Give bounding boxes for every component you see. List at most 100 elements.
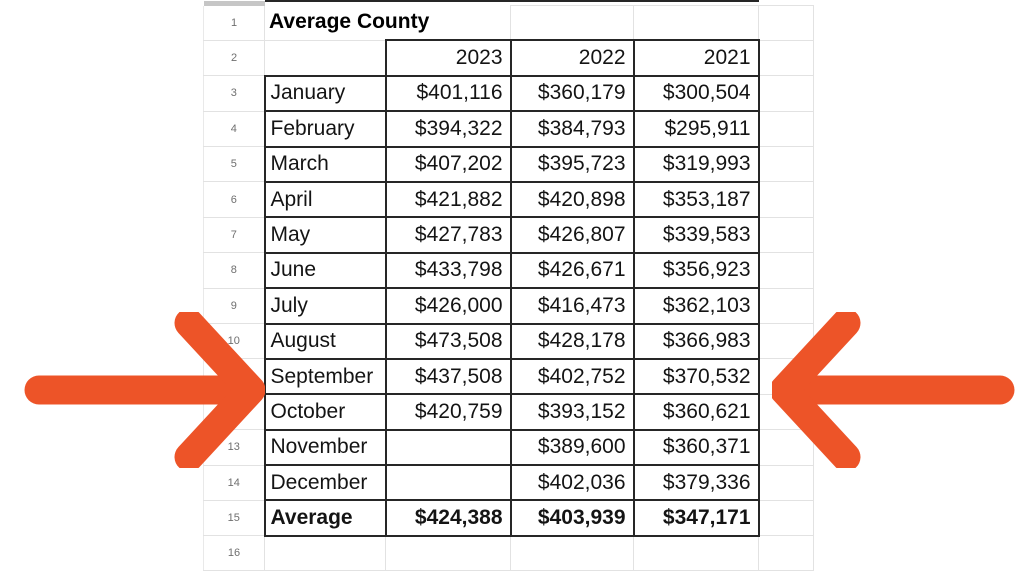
value-cell[interactable]: $395,723: [509, 145, 635, 183]
year-header-cell[interactable]: 2023: [384, 39, 512, 77]
empty-cell[interactable]: [758, 39, 814, 77]
month-cell[interactable]: January: [263, 74, 387, 113]
value-cell[interactable]: $427,783: [384, 216, 512, 254]
empty-cell[interactable]: [510, 5, 634, 41]
row-number[interactable]: 14: [203, 465, 265, 501]
value-cell[interactable]: $393,152: [509, 393, 635, 431]
month-cell[interactable]: May: [263, 216, 387, 254]
value-cell[interactable]: $428,178: [509, 322, 635, 360]
sliver-cells: [264, 0, 759, 6]
empty-cell[interactable]: [758, 499, 814, 537]
row-number[interactable]: 16: [203, 535, 265, 572]
table-row: 9 July $426,000 $416,473 $362,103: [203, 287, 814, 325]
row-number[interactable]: 3: [203, 75, 265, 112]
row-number[interactable]: 2: [203, 40, 265, 77]
year-header-cell[interactable]: 2022: [509, 39, 635, 77]
empty-cell[interactable]: [758, 75, 814, 112]
average-value-cell[interactable]: $347,171: [632, 499, 760, 537]
empty-cell[interactable]: [758, 216, 814, 254]
empty-cell[interactable]: [758, 252, 814, 289]
value-cell[interactable]: $319,993: [632, 145, 760, 183]
empty-cell[interactable]: [633, 5, 759, 41]
year-header-cell[interactable]: 2021: [632, 39, 760, 77]
value-cell[interactable]: $295,911: [632, 110, 760, 148]
spreadsheet: 1 Average County 2 2023 2022 2021 3 Janu…: [203, 0, 814, 572]
value-cell[interactable]: $389,600: [509, 428, 635, 467]
table-row: 7 May $427,783 $426,807 $339,583: [203, 216, 814, 254]
row-number[interactable]: 1: [203, 5, 265, 41]
left-arrow-icon: [24, 312, 265, 468]
cropped-row-sliver: [203, 0, 814, 6]
empty-cell[interactable]: [758, 535, 814, 572]
month-cell[interactable]: August: [263, 322, 387, 360]
month-cell[interactable]: December: [263, 464, 387, 502]
month-cell[interactable]: September: [263, 357, 387, 396]
empty-cell[interactable]: [264, 535, 386, 572]
empty-cell[interactable]: [264, 39, 386, 77]
value-cell[interactable]: $384,793: [509, 110, 635, 148]
empty-cell[interactable]: [510, 535, 634, 572]
empty-cell[interactable]: [758, 181, 814, 218]
value-cell[interactable]: $426,000: [384, 287, 512, 325]
value-cell[interactable]: $360,621: [632, 393, 760, 431]
month-cell[interactable]: June: [263, 251, 387, 290]
month-cell[interactable]: March: [263, 145, 387, 183]
value-cell[interactable]: $370,532: [632, 357, 760, 396]
empty-cell[interactable]: [758, 287, 814, 325]
month-cell[interactable]: July: [263, 287, 387, 325]
average-value-cell[interactable]: $403,939: [509, 499, 635, 537]
value-cell[interactable]: $360,179: [509, 74, 635, 113]
value-cell[interactable]: $416,473: [509, 287, 635, 325]
month-cell[interactable]: April: [263, 180, 387, 219]
value-cell[interactable]: $420,759: [384, 393, 512, 431]
row-header-sliver: [203, 1, 265, 6]
value-cell[interactable]: [384, 464, 512, 502]
value-cell[interactable]: $339,583: [632, 216, 760, 254]
empty-cell[interactable]: [758, 5, 814, 41]
empty-cell[interactable]: [758, 464, 814, 501]
value-cell[interactable]: $473,508: [384, 322, 512, 360]
value-cell[interactable]: $433,798: [384, 251, 512, 290]
value-cell[interactable]: $401,116: [384, 74, 512, 113]
value-cell[interactable]: $300,504: [632, 74, 760, 113]
value-cell[interactable]: $362,103: [632, 287, 760, 325]
right-arrow-strokes: [772, 312, 1015, 468]
month-cell[interactable]: November: [263, 428, 387, 467]
value-cell[interactable]: $353,187: [632, 180, 760, 219]
row-number[interactable]: 5: [203, 146, 265, 183]
empty-cell[interactable]: [758, 429, 814, 466]
value-cell[interactable]: [384, 428, 512, 467]
value-cell[interactable]: $394,322: [384, 110, 512, 148]
table-row: 1 Average County: [203, 5, 814, 41]
average-value-cell[interactable]: $424,388: [384, 499, 512, 537]
value-cell[interactable]: $402,036: [509, 464, 635, 502]
value-cell[interactable]: $402,752: [509, 357, 635, 396]
row-number[interactable]: 6: [203, 181, 265, 218]
value-cell[interactable]: $421,882: [384, 180, 512, 219]
empty-cell[interactable]: [385, 535, 511, 572]
table-row: 16: [203, 535, 814, 572]
average-label-cell[interactable]: Average: [263, 499, 387, 537]
empty-cell[interactable]: [633, 535, 759, 572]
value-cell[interactable]: $426,671: [509, 251, 635, 290]
row-number[interactable]: 8: [203, 252, 265, 289]
empty-cell[interactable]: [758, 146, 814, 183]
value-cell[interactable]: $407,202: [384, 145, 512, 183]
value-cell[interactable]: $360,371: [632, 428, 760, 467]
value-cell[interactable]: $366,983: [632, 322, 760, 360]
month-cell[interactable]: February: [263, 110, 387, 148]
row-number[interactable]: 4: [203, 111, 265, 148]
value-cell[interactable]: $356,923: [632, 251, 760, 290]
table-row: 5 March $407,202 $395,723 $319,993: [203, 145, 814, 183]
row-number[interactable]: 15: [203, 500, 265, 537]
value-cell[interactable]: $426,807: [509, 216, 635, 254]
value-cell[interactable]: $437,508: [384, 357, 512, 396]
month-cell[interactable]: October: [263, 393, 387, 431]
sheet-title-cell[interactable]: Average County: [264, 5, 511, 41]
value-cell[interactable]: $379,336: [632, 464, 760, 502]
table-row: 4 February $394,322 $384,793 $295,911: [203, 110, 814, 148]
row-number[interactable]: 9: [203, 288, 265, 325]
value-cell[interactable]: $420,898: [509, 180, 635, 219]
row-number[interactable]: 7: [203, 217, 265, 254]
empty-cell[interactable]: [758, 110, 814, 148]
